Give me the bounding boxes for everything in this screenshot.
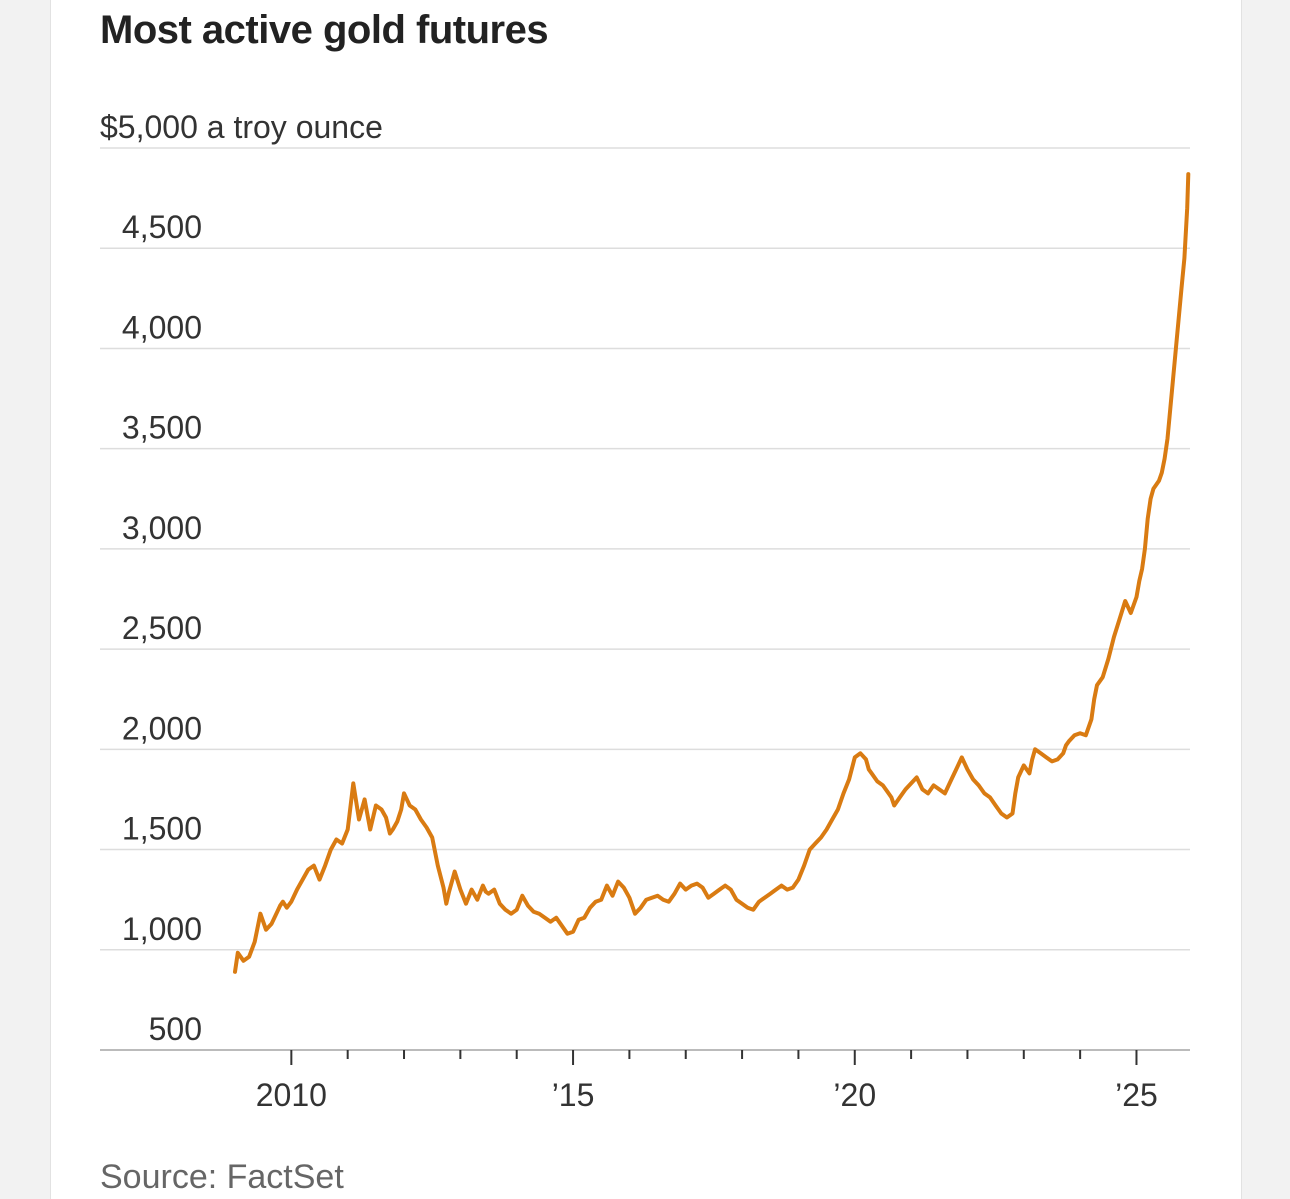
gridlines [100,147,1190,1051]
source-note: Source: FactSet [100,1158,344,1196]
x-tick-label-2010: 2010 [256,1077,327,1113]
y-tick-label-4500: 4,500 [122,209,202,245]
series-layer [233,172,1191,974]
series-line-gold-price [233,172,1191,974]
y-axis-labels: 500 1,000 1,500 2,000 2,500 3,000 3,500 4,000 4,… [100,109,383,1047]
x-axis: 2010 ’15 ’20 ’25 [256,1050,1158,1113]
y-tick-label-500: 500 [149,1011,202,1047]
y-tick-label-3500: 3,500 [122,410,202,446]
y-tick-label-1000: 1,000 [122,911,202,947]
x-tick-label-2020: ’20 [833,1077,876,1113]
y-tick-label-1500: 1,500 [122,811,202,847]
chart-title: Most active gold futures [100,8,549,52]
y-tick-label-5000: $5,000 a troy ounce [100,109,383,145]
x-tick-label-2025: ’25 [1115,1077,1158,1113]
y-tick-label-2000: 2,000 [122,710,202,746]
chart-card [50,0,1242,1199]
y-tick-label-3000: 3,000 [122,510,202,546]
y-tick-label-2500: 2,500 [122,610,202,646]
x-tick-label-2015: ’15 [552,1077,595,1113]
y-tick-label-4000: 4,000 [122,309,202,345]
